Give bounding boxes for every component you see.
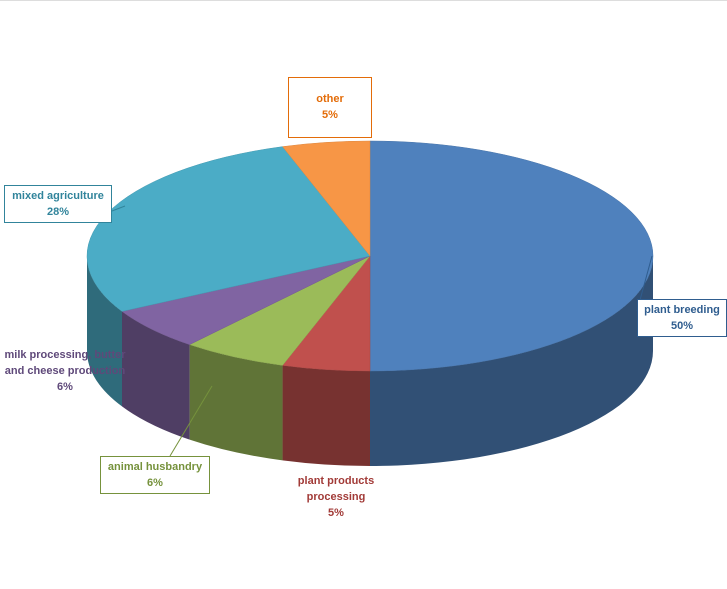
slice-side: [189, 344, 283, 461]
data-label: animal husbandry 6%: [100, 456, 210, 494]
category-label: animal husbandry: [107, 461, 203, 473]
value-label: 6%: [57, 381, 73, 393]
value-label: 28%: [46, 206, 70, 218]
leader-line: [169, 385, 213, 457]
slice: [282, 140, 371, 257]
slice-side: [370, 256, 653, 466]
category-label: plant breeding: [644, 304, 720, 316]
value-label: 6%: [147, 477, 163, 489]
slice-side: [282, 365, 370, 466]
category-label: milk processing, butter and cheese produ…: [4, 349, 126, 377]
slice-side: [122, 311, 190, 440]
value-label: 5%: [322, 109, 338, 121]
value-label: 5%: [328, 507, 344, 519]
data-label: other 5%: [288, 77, 372, 138]
value-label: 50%: [670, 320, 694, 332]
data-label: plant products processing 5%: [280, 473, 392, 521]
category-label: other: [316, 93, 344, 105]
category-label: mixed agriculture: [12, 190, 104, 202]
category-label: plant products processing: [297, 475, 375, 503]
leader-line: [111, 205, 126, 212]
data-label: mixed agriculture 28%: [4, 185, 112, 223]
data-label: plant breeding 50%: [637, 299, 727, 337]
data-label: milk processing, butter and cheese produ…: [0, 347, 130, 395]
slice-side: [87, 256, 123, 407]
slice: [369, 140, 654, 372]
